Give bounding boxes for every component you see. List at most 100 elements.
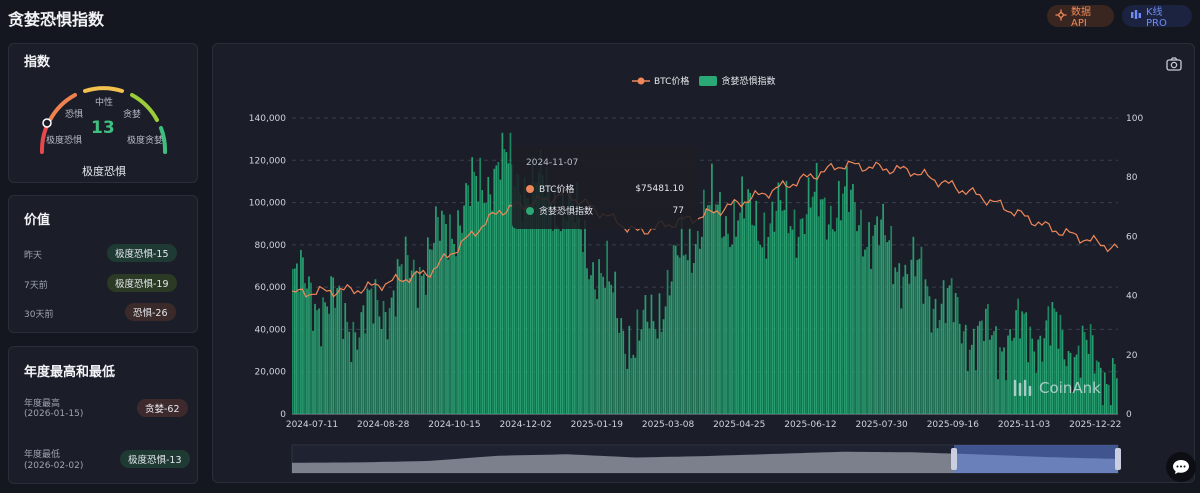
fear-greed-bar xyxy=(930,332,933,414)
fear-greed-bar xyxy=(414,271,417,414)
fear-greed-bar xyxy=(306,288,308,414)
x-tick-label: 2024-10-15 xyxy=(428,420,480,430)
value-row-label: 7天前 xyxy=(24,281,48,291)
fear-greed-bar xyxy=(868,222,870,414)
fear-greed-bar xyxy=(787,233,790,414)
fear-greed-bar xyxy=(515,173,518,414)
fear-greed-bar xyxy=(1073,357,1076,414)
fear-greed-bar xyxy=(469,206,472,414)
fear-greed-bar xyxy=(360,312,363,414)
fear-greed-bar xyxy=(729,247,731,414)
fear-greed-bar xyxy=(668,295,671,414)
fear-greed-bar xyxy=(447,259,449,414)
index-card: 指数 恐惧 中性 贪婪 极度恐惧 极度贪婪 13 极度恐惧 xyxy=(8,43,198,183)
fear-greed-bar xyxy=(318,308,320,414)
fear-greed-bar xyxy=(876,216,878,414)
fear-greed-bar xyxy=(1045,320,1048,414)
y-right-tick-label: 100 xyxy=(1126,114,1143,124)
fear-greed-bar xyxy=(829,205,832,414)
fear-greed-bar xyxy=(1051,302,1054,414)
fear-greed-bar xyxy=(1067,351,1070,414)
fear-greed-bar xyxy=(962,331,965,414)
fear-greed-bar xyxy=(370,288,373,414)
fear-greed-bar xyxy=(455,256,457,414)
fear-greed-bar xyxy=(739,212,741,414)
fear-greed-bar xyxy=(660,332,663,414)
fear-greed-bar xyxy=(940,303,943,414)
fear-greed-bar xyxy=(336,288,339,414)
fear-greed-bar xyxy=(521,221,524,414)
fear-greed-bar xyxy=(765,258,768,414)
chart-tooltip: 2024-11-07 BTC价格 $75481.10 贪婪恐惧指数 77 xyxy=(512,146,698,229)
fear-greed-bar xyxy=(1089,324,1092,414)
y-right-tick-label: 20 xyxy=(1126,351,1138,361)
fear-greed-bar xyxy=(1061,330,1064,414)
fear-greed-bar xyxy=(398,266,401,414)
camera-icon[interactable] xyxy=(1166,56,1182,75)
fear-greed-bar xyxy=(1005,380,1007,414)
zoom-slider-handle[interactable] xyxy=(951,448,957,470)
fear-greed-bar xyxy=(809,207,812,414)
fear-greed-bar xyxy=(628,325,631,414)
fear-greed-bar xyxy=(565,220,568,414)
fear-greed-bar xyxy=(620,318,623,414)
fear-greed-bar xyxy=(1081,325,1084,414)
legend-btc-label: BTC价格 xyxy=(654,77,690,87)
legend-fear-greed[interactable]: 贪婪恐惧指数 xyxy=(699,74,775,87)
fear-greed-bar xyxy=(690,272,693,414)
fear-greed-bar xyxy=(481,190,484,414)
fear-greed-bar xyxy=(757,240,760,414)
x-tick-label: 2025-03-08 xyxy=(642,420,695,430)
fear-greed-bar xyxy=(342,338,345,414)
tooltip-index-label: 贪婪恐惧指数 xyxy=(539,207,594,217)
fear-greed-bar xyxy=(1049,345,1052,414)
y-left-tick-label: 60,000 xyxy=(255,283,287,293)
zoom-slider-selection[interactable] xyxy=(954,445,1118,473)
fear-greed-bar xyxy=(795,257,798,414)
fear-greed-bar xyxy=(936,328,939,414)
fear-greed-bar xyxy=(839,220,842,414)
fear-greed-bar xyxy=(592,262,594,414)
fear-greed-bar xyxy=(392,290,395,414)
fear-greed-bar xyxy=(835,217,838,414)
fear-greed-bar xyxy=(1079,377,1082,414)
kline-pro-button[interactable]: K线 PRO xyxy=(1122,5,1192,29)
fear-greed-bar xyxy=(354,332,357,414)
fear-greed-bar xyxy=(1075,354,1078,414)
x-tick-label: 2025-06-12 xyxy=(784,420,836,430)
fear-greed-bar xyxy=(366,288,369,414)
watermark-text: CoinAnk xyxy=(1039,379,1101,397)
fear-greed-bar xyxy=(296,263,298,414)
fear-greed-bar xyxy=(606,240,608,414)
fear-greed-bar xyxy=(298,291,300,414)
fear-greed-bar xyxy=(618,332,621,414)
fear-greed-bar xyxy=(1035,372,1038,414)
fear-greed-bar xyxy=(852,183,854,414)
fear-greed-bar xyxy=(527,197,530,414)
fear-greed-bar xyxy=(346,321,349,414)
fear-greed-bar xyxy=(499,179,502,414)
zoom-slider-handle[interactable] xyxy=(1115,448,1121,470)
fear-greed-bar xyxy=(711,163,713,414)
fear-greed-bar xyxy=(570,187,572,414)
fear-greed-bar xyxy=(922,303,925,414)
fear-greed-bar xyxy=(326,306,328,414)
fear-greed-bar xyxy=(1033,351,1036,414)
data-api-button[interactable]: 数据API xyxy=(1047,5,1114,29)
fear-greed-bar xyxy=(638,340,641,414)
chat-button[interactable] xyxy=(1166,452,1196,482)
fear-greed-bar xyxy=(817,216,820,414)
legend-btc[interactable]: BTC价格 xyxy=(632,74,689,87)
fear-greed-bar xyxy=(368,290,371,414)
fear-greed-bar xyxy=(509,132,512,415)
fear-greed-bar xyxy=(823,197,826,414)
fear-greed-bar xyxy=(773,231,776,414)
fear-greed-bar xyxy=(733,200,735,414)
fear-greed-bar xyxy=(461,232,463,414)
fear-greed-bar xyxy=(827,224,830,414)
fear-greed-bar xyxy=(785,180,788,414)
fear-greed-bar xyxy=(364,333,367,414)
fear-greed-bar xyxy=(547,187,550,414)
fear-greed-bar xyxy=(316,310,318,414)
fear-greed-bar xyxy=(586,268,588,414)
